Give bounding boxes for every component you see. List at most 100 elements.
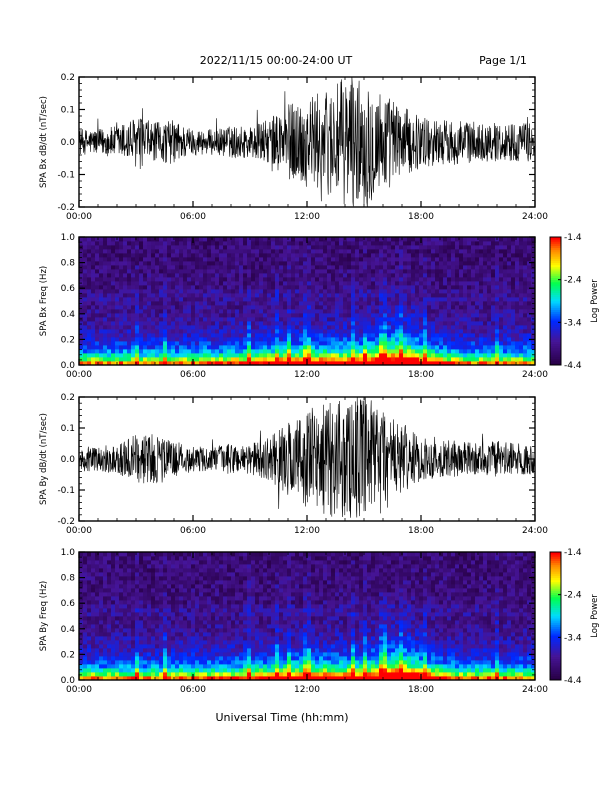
spectrogram-cell: [319, 277, 324, 282]
spectrogram-cell: [187, 552, 192, 557]
spectrogram-cell: [79, 552, 84, 557]
spectrogram-cell: [503, 269, 508, 274]
spectrogram-cell: [271, 293, 276, 298]
spectrogram-cell: [191, 624, 196, 629]
spectrogram-cell: [143, 237, 148, 242]
spectrogram-cell: [467, 337, 472, 342]
spectrogram-cell: [131, 556, 136, 561]
spectrogram-cell: [371, 349, 376, 354]
spectrogram-cell: [307, 285, 312, 290]
spectrogram-cell: [135, 285, 140, 290]
spectrogram-cell: [191, 305, 196, 310]
spectrogram-cell: [403, 265, 408, 270]
spectrogram-cell: [515, 273, 520, 278]
spectrogram-cell: [163, 572, 168, 577]
spectrogram-cell: [183, 321, 188, 326]
spectrogram-cell: [131, 588, 136, 593]
spectrogram-cell: [391, 277, 396, 282]
spectrogram-cell: [327, 341, 332, 346]
spectrogram-cell: [139, 317, 144, 322]
spectrogram-cell: [131, 632, 136, 637]
spectrogram-cell: [467, 361, 472, 366]
spectrogram-cell: [211, 313, 216, 318]
spectrogram-cell: [483, 361, 488, 366]
spectrogram-cell: [195, 313, 200, 318]
spectrogram-cell: [207, 269, 212, 274]
spectrogram-cell: [151, 253, 156, 258]
spectrogram-cell: [431, 285, 436, 290]
spectrogram-cell: [119, 357, 124, 362]
y-tick-label: 0.6: [61, 284, 76, 294]
spectrogram-cell: [279, 273, 284, 278]
spectrogram-cell: [139, 628, 144, 633]
spectrogram-cell: [147, 624, 152, 629]
spectrogram-cell: [135, 604, 140, 609]
spectrogram-cell: [259, 329, 264, 334]
spectrogram-cell: [115, 656, 120, 661]
spectrogram-cell: [91, 648, 96, 653]
spectrogram-cell: [435, 301, 440, 306]
spectrogram-cell: [103, 329, 108, 334]
spectrogram-cell: [87, 361, 92, 366]
spectrogram-cell: [479, 345, 484, 350]
spectrogram-cell: [187, 245, 192, 250]
spectrogram-cell: [87, 584, 92, 589]
spectrogram-cell: [339, 281, 344, 286]
spectrogram-cell: [367, 289, 372, 294]
spectrogram-cell: [291, 305, 296, 310]
spectrogram-cell: [363, 237, 368, 242]
spectrogram-cell: [507, 257, 512, 262]
spectrogram-cell: [207, 325, 212, 330]
y-tick-label: 0.2: [61, 73, 75, 83]
spectrogram-cell: [367, 357, 372, 362]
spectrogram-cell: [491, 249, 496, 254]
spectrogram-cell: [107, 668, 112, 673]
spectrogram-cell: [175, 612, 180, 617]
spectrogram-cell: [91, 568, 96, 573]
spectrogram-cell: [179, 353, 184, 358]
spectrogram-cell: [151, 241, 156, 246]
spectrogram-cell: [123, 241, 128, 246]
spectrogram-cell: [267, 297, 272, 302]
spectrogram-cell: [339, 293, 344, 298]
spectrogram-cell: [431, 337, 436, 342]
spectrogram-cell: [451, 345, 456, 350]
spectrogram-cell: [283, 265, 288, 270]
spectrogram-cell: [143, 572, 148, 577]
spectrogram-cell: [383, 305, 388, 310]
spectrogram-cell: [95, 584, 100, 589]
spectrogram-cell: [315, 297, 320, 302]
spectrogram-cell: [491, 337, 496, 342]
spectrogram-cell: [183, 576, 188, 581]
spectrogram-cell: [311, 301, 316, 306]
spectrogram-cell: [331, 301, 336, 306]
spectrogram-cell: [175, 309, 180, 314]
spectrogram-cell: [383, 281, 388, 286]
spectrogram-cell: [503, 337, 508, 342]
spectrogram-cell: [343, 293, 348, 298]
spectrogram-cell: [463, 357, 468, 362]
spectrogram-cell: [107, 277, 112, 282]
spectrogram-cell: [443, 317, 448, 322]
spectrogram-cell: [271, 277, 276, 282]
spectrogram-cell: [107, 241, 112, 246]
spectrogram-cell: [95, 281, 100, 286]
spectrogram-cell: [83, 592, 88, 597]
spectrogram-cell: [99, 636, 104, 641]
spectrogram-cell: [119, 313, 124, 318]
spectrogram-cell: [199, 329, 204, 334]
spectrogram-cell: [491, 317, 496, 322]
spectrogram-cell: [275, 309, 280, 314]
spectrogram-cell: [195, 269, 200, 274]
spectrogram-cell: [171, 313, 176, 318]
y-tick-label: 0.2: [61, 335, 75, 345]
spectrogram-cell: [119, 293, 124, 298]
spectrogram-cell: [315, 257, 320, 262]
spectrogram-cell: [283, 361, 288, 366]
spectrogram-cell: [475, 325, 480, 330]
spectrogram-cell: [483, 345, 488, 350]
spectrogram-cell: [319, 289, 324, 294]
spectrogram-cell: [331, 313, 336, 318]
spectrogram-cell: [491, 241, 496, 246]
